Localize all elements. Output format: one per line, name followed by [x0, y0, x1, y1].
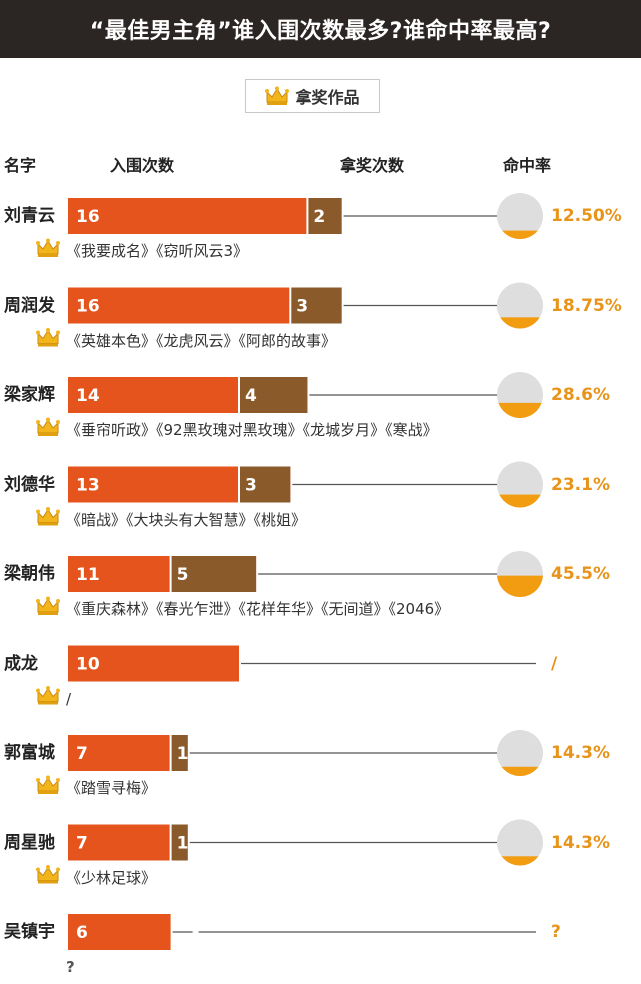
award-films: 《垂帘听政》《92黑玫瑰对黑玫瑰》《龙城岁月》《寒战》 — [36, 420, 438, 440]
nomination-value: 14 — [76, 386, 100, 406]
nomination-value: 13 — [76, 476, 100, 496]
nomination-value: 6 — [76, 923, 88, 943]
nomination-value: 11 — [76, 565, 100, 585]
legend-label: 拿奖作品 — [295, 88, 360, 107]
award-films-text: 《暗战》《大块头有大智慧》《桃姐》 — [66, 510, 307, 529]
win-value: 4 — [245, 386, 257, 406]
rate-pie-fill — [497, 317, 543, 329]
crown-icon — [36, 238, 60, 257]
nomination-value: 10 — [76, 655, 100, 675]
award-films: 《我要成名》《窃听风云3》 — [36, 241, 248, 261]
win-value: 2 — [313, 207, 325, 227]
win-value: 1 — [177, 834, 189, 854]
rate-value: 12.50% — [551, 206, 622, 226]
crown-icon — [36, 865, 60, 884]
award-films-text: 《我要成名》《窃听风云3》 — [66, 242, 249, 260]
rate-pie-fill — [497, 575, 543, 597]
rate-pie-background — [497, 282, 543, 329]
category-label: 刘青云 — [4, 206, 55, 226]
award-films: 《英雄本色》《龙虎风云》《阿郎的故事》 — [36, 331, 336, 351]
header-name: 名字 — [4, 156, 37, 175]
category-label: 刘德华 — [4, 474, 55, 495]
nomination-bar — [68, 735, 188, 771]
award-films: 《重庆森林》《春光乍泄》《花样年华》《无间道》《2046》 — [36, 599, 449, 619]
award-films-text: 《少林足球》 — [66, 868, 157, 887]
nomination-bar — [68, 198, 342, 234]
crown-icon — [36, 596, 60, 615]
header-nominations: 入围次数 — [110, 156, 175, 175]
win-value: 3 — [245, 476, 257, 496]
award-films: / — [36, 689, 71, 709]
crown-icon — [36, 686, 60, 705]
legend: 拿奖作品 — [245, 79, 380, 113]
rate-pie-fill — [497, 402, 543, 418]
nomination-value: 7 — [76, 834, 88, 854]
nomination-value: 16 — [76, 297, 100, 317]
rate-pie-fill — [497, 230, 543, 239]
nomination-bar — [68, 824, 188, 861]
nomination-value: 7 — [76, 744, 88, 764]
win-bar — [239, 377, 308, 413]
award-films-text: / — [66, 689, 72, 708]
award-films-text: 《英雄本色》《龙虎风云》《阿郎的故事》 — [66, 331, 337, 350]
win-bar — [170, 556, 257, 592]
win-bar — [239, 466, 291, 503]
rate-value: 14.3% — [551, 743, 610, 763]
nomination-bar — [68, 914, 171, 950]
win-bar — [307, 198, 342, 234]
nomination-value: 16 — [76, 207, 100, 227]
award-films: 《暗战》《大块头有大智慧》《桃姐》 — [36, 510, 306, 530]
award-films-text: 《垂帘听政》《92黑玫瑰对黑玫瑰》《龙城岁月》《寒战》 — [66, 421, 438, 439]
rate-pie-background — [497, 819, 543, 866]
rate-value: 45.5% — [551, 564, 610, 584]
rate-pie-background — [497, 730, 543, 776]
award-films-text: 《踏雪寻梅》 — [66, 779, 157, 797]
rate-value: 18.75% — [551, 295, 622, 316]
crown-icon — [36, 328, 60, 347]
crown-icon — [265, 86, 290, 105]
category-label: 周星驰 — [4, 832, 55, 853]
category-label: 郭富城 — [4, 743, 55, 763]
rate-value: 14.3% — [551, 832, 610, 853]
rate-pie-fill — [497, 766, 543, 776]
award-films: 《踏雪寻梅》 — [36, 778, 156, 798]
rate-pie-background — [497, 193, 543, 239]
rate-pie-fill — [497, 856, 543, 866]
category-label: 成龙 — [4, 653, 38, 674]
win-value: 5 — [177, 565, 189, 585]
rate-value: ? — [551, 922, 561, 942]
category-label: 梁朝伟 — [4, 564, 55, 584]
award-films-text: 《重庆森林》《春光乍泄》《花样年华》《无间道》《2046》 — [66, 600, 450, 618]
win-bar — [290, 287, 342, 324]
crown-icon — [36, 507, 60, 526]
win-bar — [170, 735, 188, 771]
win-value: 1 — [177, 744, 189, 764]
rate-value: 23.1% — [551, 474, 610, 495]
header-rate: 命中率 — [503, 156, 552, 175]
category-label: 梁家辉 — [4, 385, 55, 405]
crown-icon — [36, 775, 60, 794]
rate-pie-fill — [497, 494, 543, 508]
nomination-bar — [68, 645, 239, 682]
rate-value: 28.6% — [551, 385, 610, 405]
win-value: 3 — [296, 297, 308, 317]
crown-icon — [36, 417, 60, 436]
chart-title: “最佳男主角”谁入围次数最多?谁命中率最高? — [0, 0, 641, 58]
header-wins: 拿奖次数 — [340, 156, 405, 175]
rate-value: / — [551, 653, 558, 674]
award-films: 《少林足球》 — [36, 868, 156, 888]
win-bar — [170, 824, 188, 861]
award-films: ? — [66, 958, 75, 976]
category-label: 吴镇宇 — [4, 922, 55, 942]
category-label: 周润发 — [4, 295, 55, 316]
